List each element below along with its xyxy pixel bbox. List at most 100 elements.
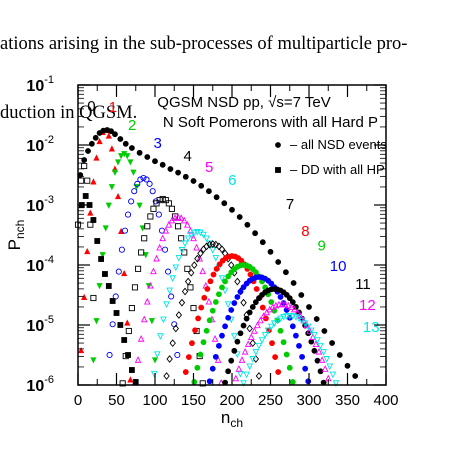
data-point — [92, 134, 99, 141]
data-point — [127, 376, 134, 383]
data-point — [222, 278, 228, 285]
data-point — [180, 216, 188, 224]
data-point — [193, 243, 200, 251]
data-point — [243, 371, 250, 379]
x-tick-label: 250 — [258, 392, 283, 409]
data-point — [82, 193, 89, 199]
chart-subtitle: N Soft Pomerons with all Hard P — [163, 114, 378, 131]
data-point — [277, 327, 284, 334]
data-point — [175, 255, 183, 262]
x-tick-label: 0 — [74, 392, 82, 409]
series-4 — [119, 195, 206, 387]
data-point — [312, 340, 320, 347]
data-point — [237, 288, 244, 295]
data-point — [140, 174, 147, 182]
data-point — [88, 140, 95, 147]
x-tick-label: 400 — [373, 392, 398, 409]
data-point — [175, 223, 182, 230]
data-point — [153, 254, 160, 262]
data-point — [268, 280, 275, 287]
data-point — [87, 209, 94, 216]
data-point — [225, 273, 232, 280]
data-point — [219, 284, 225, 291]
data-point — [314, 337, 321, 344]
caption-line-1: ations arising in the sub-processes of m… — [0, 34, 408, 54]
y-tick-label: 10-6 — [26, 374, 54, 395]
data-point — [255, 372, 263, 380]
data-point — [114, 159, 122, 166]
data-point — [169, 275, 177, 282]
data-point — [152, 198, 159, 205]
data-point — [269, 340, 275, 347]
data-point — [244, 340, 252, 347]
data-point — [214, 356, 222, 363]
data-point — [206, 240, 213, 249]
data-point — [257, 316, 264, 324]
data-point — [111, 169, 119, 176]
data-point — [184, 220, 191, 228]
data-point — [222, 323, 228, 330]
data-point — [137, 335, 145, 342]
data-point — [178, 247, 186, 254]
data-point — [306, 304, 312, 310]
series-10 — [206, 274, 312, 385]
data-point — [90, 178, 97, 185]
data-point — [232, 374, 240, 382]
data-point — [168, 293, 175, 300]
x-tick-label: 100 — [142, 392, 167, 409]
data-point — [172, 264, 180, 272]
data-point — [218, 245, 226, 254]
x-tick-label: 300 — [296, 392, 321, 409]
series-label: 0 — [87, 98, 95, 115]
data-point — [168, 205, 175, 212]
data-point — [299, 353, 305, 360]
legend-label: – DD with all HP — [290, 162, 385, 177]
data-point — [213, 194, 220, 201]
data-point — [136, 149, 143, 156]
data-point — [278, 300, 286, 308]
data-point — [112, 131, 118, 138]
data-point — [129, 367, 135, 373]
data-point — [166, 287, 173, 295]
data-point — [240, 380, 247, 387]
data-point — [184, 277, 192, 286]
data-point — [124, 319, 131, 326]
y-tick-label: 10-1 — [26, 74, 54, 95]
data-point — [296, 342, 302, 349]
data-point — [284, 301, 292, 309]
data-point — [134, 180, 141, 187]
data-point — [281, 300, 289, 308]
data-point — [90, 294, 97, 302]
data-point — [280, 314, 287, 321]
data-point — [194, 254, 201, 263]
data-point — [218, 275, 226, 282]
data-point — [323, 356, 331, 363]
data-point — [121, 269, 128, 277]
data-point — [90, 217, 97, 223]
data-point — [318, 356, 326, 363]
data-point — [209, 365, 216, 372]
data-point — [151, 357, 159, 364]
data-point — [150, 267, 157, 275]
y-tick-label: 10-3 — [26, 194, 54, 215]
data-point — [295, 315, 303, 323]
data-point — [90, 357, 97, 364]
data-point — [329, 371, 337, 379]
data-point — [283, 351, 290, 358]
data-point — [203, 242, 210, 251]
data-point — [293, 332, 299, 339]
data-point — [234, 277, 241, 286]
data-point — [212, 240, 220, 249]
x-tick-label: 150 — [181, 392, 206, 409]
data-point — [240, 322, 247, 329]
data-point — [192, 327, 198, 334]
series-label: 10 — [330, 258, 347, 275]
data-point — [326, 363, 334, 371]
data-point — [238, 356, 246, 363]
data-point — [304, 323, 312, 331]
data-point — [261, 332, 269, 339]
legend-label: – all NSD events — [290, 137, 387, 152]
data-point — [114, 192, 122, 200]
